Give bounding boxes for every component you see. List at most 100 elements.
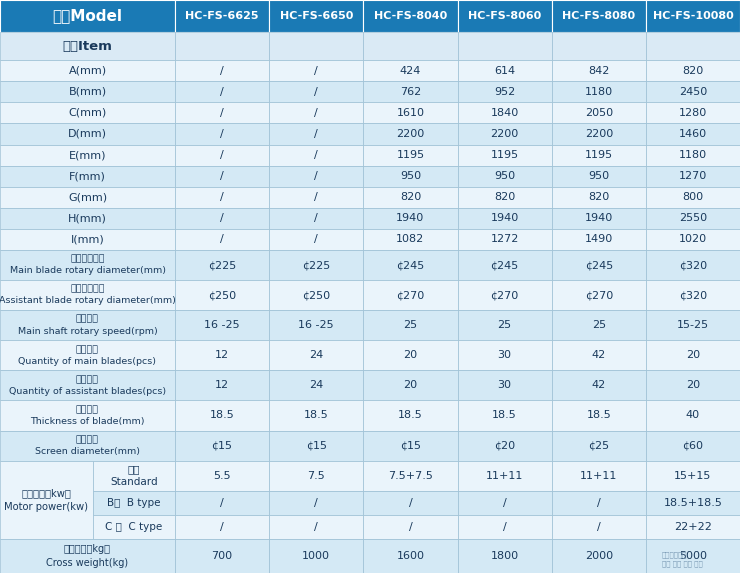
Bar <box>551 208 646 229</box>
Text: 18.5: 18.5 <box>492 410 517 421</box>
Bar <box>457 280 551 310</box>
Text: ¢245: ¢245 <box>397 260 425 270</box>
Bar <box>269 166 363 187</box>
Bar <box>363 229 457 250</box>
Text: 主轴转速
Main shaft rotary speed(rpm): 主轴转速 Main shaft rotary speed(rpm) <box>18 315 158 336</box>
Text: 1940: 1940 <box>397 213 425 223</box>
Text: 16 -25: 16 -25 <box>298 320 334 330</box>
Bar <box>457 208 551 229</box>
Bar <box>363 123 457 144</box>
Bar <box>457 32 551 60</box>
Text: 5.5: 5.5 <box>213 470 231 481</box>
Bar <box>363 0 457 32</box>
Bar <box>551 166 646 187</box>
Text: ¢15: ¢15 <box>306 441 327 450</box>
Bar <box>363 539 457 573</box>
Bar <box>0 461 93 539</box>
Bar <box>93 490 175 515</box>
Text: 22+22: 22+22 <box>674 522 712 532</box>
Text: /: / <box>314 66 318 76</box>
Bar <box>457 515 551 539</box>
Text: /: / <box>221 171 224 181</box>
Bar <box>646 81 740 103</box>
Text: 2200: 2200 <box>491 129 519 139</box>
Bar <box>551 60 646 81</box>
Bar <box>0 144 175 166</box>
Text: 11+11: 11+11 <box>486 470 523 481</box>
Text: 1195: 1195 <box>491 150 519 160</box>
Text: ¢250: ¢250 <box>302 290 330 300</box>
Bar <box>269 430 363 461</box>
Bar <box>646 166 740 187</box>
Bar <box>269 32 363 60</box>
Bar <box>269 310 363 340</box>
Text: 18.5: 18.5 <box>398 410 423 421</box>
Text: 40: 40 <box>686 410 700 421</box>
Text: 主刀数量
Quantity of main blades(pcs): 主刀数量 Quantity of main blades(pcs) <box>18 345 156 366</box>
Bar <box>363 490 457 515</box>
Text: 18.5: 18.5 <box>586 410 611 421</box>
Bar <box>457 340 551 370</box>
Bar <box>175 60 269 81</box>
Text: H(mm): H(mm) <box>68 213 107 223</box>
Text: 12: 12 <box>215 350 229 360</box>
Bar <box>457 430 551 461</box>
Text: 辅刀回转直径
Assistant blade rotary diameter(mm): 辅刀回转直径 Assistant blade rotary diameter(m… <box>0 285 176 305</box>
Bar <box>646 250 740 280</box>
Text: ¢20: ¢20 <box>494 441 515 450</box>
Bar <box>269 187 363 208</box>
Bar <box>457 250 551 280</box>
Bar <box>363 32 457 60</box>
Bar <box>551 310 646 340</box>
Bar <box>646 340 740 370</box>
Bar <box>646 103 740 123</box>
Bar <box>457 539 551 573</box>
Bar <box>269 60 363 81</box>
Bar <box>175 187 269 208</box>
Bar <box>175 229 269 250</box>
Bar <box>551 340 646 370</box>
Text: D(mm): D(mm) <box>68 129 107 139</box>
Text: 762: 762 <box>400 87 421 97</box>
Bar <box>551 280 646 310</box>
Text: 1000: 1000 <box>302 551 330 561</box>
Text: /: / <box>221 108 224 118</box>
Bar <box>269 370 363 401</box>
Text: 20: 20 <box>403 350 417 360</box>
Bar <box>269 103 363 123</box>
Bar <box>175 430 269 461</box>
Text: ¢225: ¢225 <box>208 260 236 270</box>
Bar <box>175 250 269 280</box>
Bar <box>175 461 269 490</box>
Text: /: / <box>221 150 224 160</box>
Bar <box>0 340 175 370</box>
Text: C 型  C type: C 型 C type <box>105 522 163 532</box>
Text: ¢15: ¢15 <box>212 441 232 450</box>
Bar <box>269 461 363 490</box>
Text: /: / <box>597 522 601 532</box>
Bar <box>269 250 363 280</box>
Bar <box>551 490 646 515</box>
Bar <box>457 0 551 32</box>
Text: /: / <box>221 498 224 508</box>
Text: 30: 30 <box>497 380 511 390</box>
Text: 700: 700 <box>212 551 232 561</box>
Text: I(mm): I(mm) <box>70 234 104 244</box>
Text: HC-FS-8040: HC-FS-8040 <box>374 11 447 21</box>
Bar <box>363 430 457 461</box>
Text: ¢270: ¢270 <box>585 290 613 300</box>
Bar <box>646 490 740 515</box>
Bar <box>363 187 457 208</box>
Bar <box>0 401 175 430</box>
Bar <box>457 490 551 515</box>
Bar <box>0 229 175 250</box>
Bar <box>551 430 646 461</box>
Text: A(mm): A(mm) <box>68 66 107 76</box>
Text: 42: 42 <box>591 350 606 360</box>
Text: /: / <box>314 522 318 532</box>
Bar <box>269 280 363 310</box>
Text: 1270: 1270 <box>679 171 707 181</box>
Text: ¢320: ¢320 <box>679 260 707 270</box>
Bar <box>0 539 175 573</box>
Bar <box>175 144 269 166</box>
